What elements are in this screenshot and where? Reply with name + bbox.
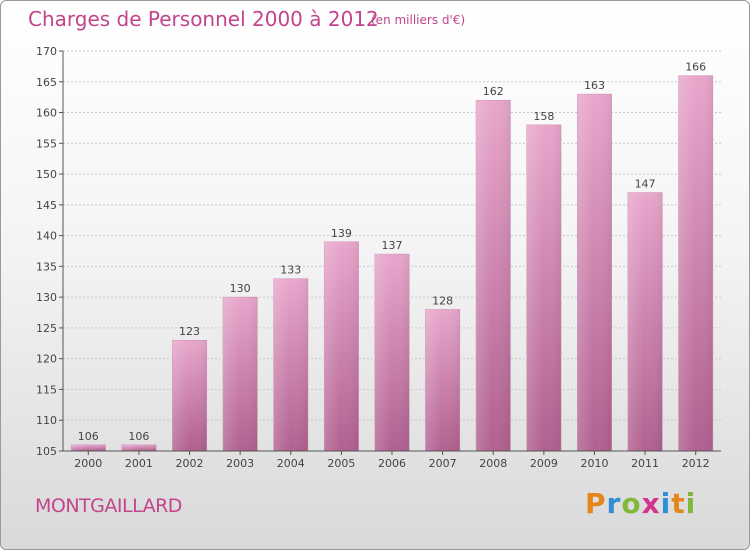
bar-value-label: 137: [382, 239, 403, 252]
bar-value-label: 123: [179, 325, 200, 338]
logo-letter: t: [671, 487, 686, 520]
x-tick-label: 2002: [176, 457, 204, 470]
bar-value-label: 166: [685, 61, 706, 74]
bar-shine: [71, 444, 106, 451]
x-tick-label: 2003: [226, 457, 254, 470]
x-tick-label: 2000: [74, 457, 102, 470]
bar-shine: [324, 241, 359, 451]
bar-value-label: 133: [280, 264, 301, 277]
bar-shine: [222, 297, 258, 451]
x-tick-label: 2005: [327, 457, 355, 470]
x-tick-label: 2004: [277, 457, 305, 470]
y-tick-label: 155: [36, 137, 57, 150]
bar-shine: [678, 75, 713, 451]
logo-letter: i: [660, 487, 672, 520]
logo-letter: r: [606, 487, 622, 520]
bar-shine: [627, 192, 663, 452]
bar-shine: [476, 100, 511, 451]
y-tick-label: 145: [36, 199, 57, 212]
y-tick-label: 110: [36, 414, 57, 427]
x-tick-label: 2010: [580, 457, 608, 470]
bar-value-label: 162: [483, 85, 504, 98]
x-tick-label: 2007: [429, 457, 457, 470]
bar-value-label: 128: [432, 294, 453, 307]
x-tick-label: 2001: [125, 457, 153, 470]
proxiti-logo: Proxiti: [585, 487, 696, 520]
y-tick-label: 120: [36, 353, 57, 366]
y-tick-label: 115: [36, 383, 57, 396]
bar-value-label: 147: [635, 178, 656, 191]
x-tick-label: 2006: [378, 457, 406, 470]
bar-value-label: 163: [584, 79, 605, 92]
logo-letter: x: [641, 487, 661, 520]
x-tick-label: 2009: [530, 457, 558, 470]
y-tick-label: 165: [36, 76, 57, 89]
bar-value-label: 158: [533, 110, 554, 123]
logo-letter: P: [585, 487, 607, 520]
x-tick-label: 2008: [479, 457, 507, 470]
bar-shine: [577, 94, 612, 452]
y-tick-label: 125: [36, 322, 57, 335]
bar-shine: [121, 444, 157, 451]
y-tick-label: 105: [36, 445, 57, 458]
bar-shine: [273, 278, 308, 451]
y-tick-label: 150: [36, 168, 57, 181]
bar-value-label: 130: [230, 282, 251, 295]
bar-value-label: 139: [331, 227, 352, 240]
logo-letter: i: [685, 487, 697, 520]
bar-value-label: 106: [78, 430, 99, 443]
bar-shine: [425, 309, 460, 451]
y-tick-label: 160: [36, 107, 57, 120]
y-tick-label: 140: [36, 230, 57, 243]
y-tick-label: 135: [36, 260, 57, 273]
logo-letter: o: [621, 487, 642, 520]
chart-subtitle: (en milliers d'€): [371, 13, 466, 27]
bar-shine: [374, 254, 410, 451]
bar-shine: [172, 340, 207, 451]
y-tick-label: 130: [36, 291, 57, 304]
bar-shine: [526, 124, 562, 451]
chart-title: Charges de Personnel 2000 à 2012: [28, 7, 379, 31]
y-tick-label: 170: [36, 45, 57, 58]
municipality-label: MONTGAILLARD: [35, 495, 182, 517]
x-tick-label: 2011: [631, 457, 659, 470]
bar-value-label: 106: [128, 430, 149, 443]
x-tick-label: 2012: [682, 457, 710, 470]
